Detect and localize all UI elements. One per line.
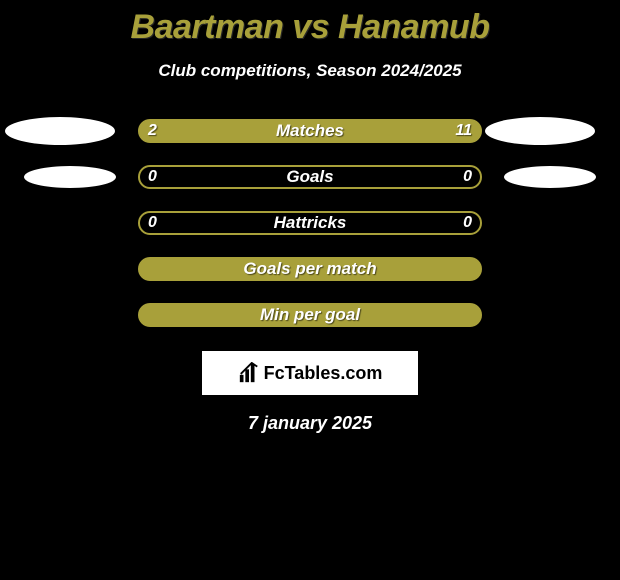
bars-icon xyxy=(238,362,260,384)
stat-row: Goals00 xyxy=(0,165,620,189)
badge-text: FcTables.com xyxy=(264,363,383,384)
player-left-marker xyxy=(5,117,115,145)
stat-row: Matches211 xyxy=(0,119,620,143)
stat-bar xyxy=(138,211,482,235)
fctables-badge[interactable]: FcTables.com xyxy=(202,351,418,395)
stat-rows: Matches211 Goals00 Hattricks00 Goals per ma… xyxy=(0,119,620,327)
stat-bar xyxy=(138,165,482,189)
player-right-marker xyxy=(504,166,596,188)
player-left-marker xyxy=(24,166,116,188)
stat-bar xyxy=(138,303,482,327)
subtitle: Club competitions, Season 2024/2025 xyxy=(0,61,620,81)
player-right-marker xyxy=(485,117,595,145)
stat-row: Hattricks00 xyxy=(0,211,620,235)
page-title: Baartman vs Hanamub xyxy=(0,8,620,47)
stat-row: Goals per match xyxy=(0,257,620,281)
stat-bar xyxy=(138,257,482,281)
date-label: 7 january 2025 xyxy=(0,413,620,434)
stat-row: Min per goal xyxy=(0,303,620,327)
stat-bar xyxy=(138,119,482,143)
comparison-card: Baartman vs Hanamub Club competitions, S… xyxy=(0,0,620,434)
